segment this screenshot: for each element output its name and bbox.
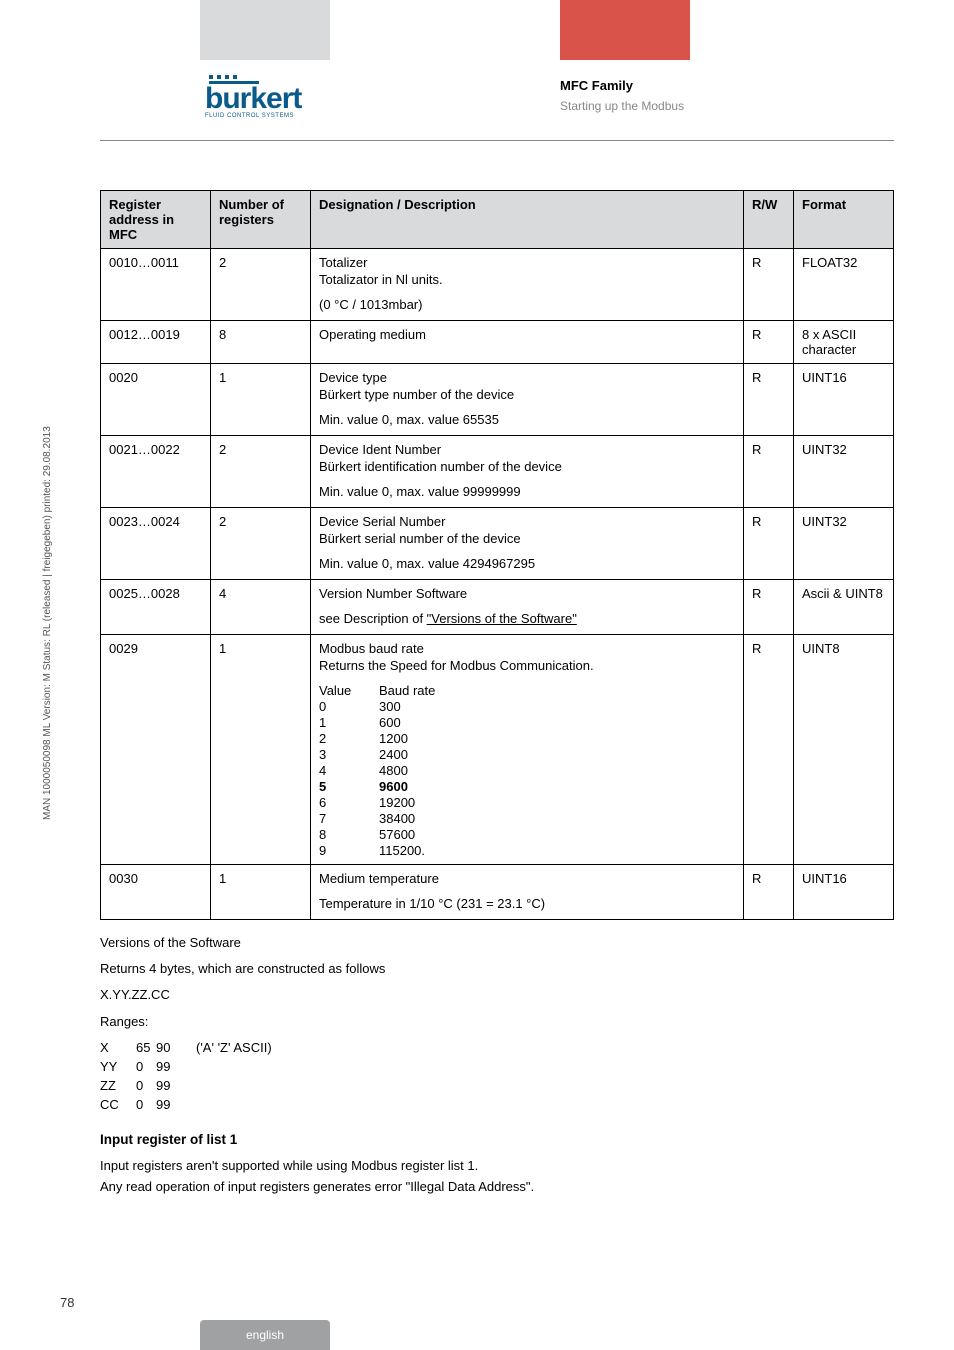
cell-numreg: 4 (211, 580, 311, 635)
cell-description: Medium temperatureTemperature in 1/10 °C… (311, 865, 744, 920)
cell-address: 0023…0024 (101, 508, 211, 580)
cell-rw: R (744, 436, 794, 508)
cell-address: 0012…0019 (101, 321, 211, 364)
cell-description: Version Number Softwaresee Description o… (311, 580, 744, 635)
ranges-cell: 0 (136, 1058, 156, 1076)
cell-format: UINT32 (794, 436, 894, 508)
cell-rw: R (744, 364, 794, 436)
cell-address: 0010…0011 (101, 249, 211, 321)
cell-format: 8 x ASCII character (794, 321, 894, 364)
col-header-numreg: Number of registers (211, 191, 311, 249)
table-row: 00291Modbus baud rateReturns the Speed f… (101, 635, 894, 865)
cell-description: Device Ident NumberBürkert identificatio… (311, 436, 744, 508)
page-title: MFC Family (560, 78, 684, 93)
cell-numreg: 2 (211, 508, 311, 580)
cell-rw: R (744, 508, 794, 580)
cell-rw: R (744, 321, 794, 364)
cell-address: 0020 (101, 364, 211, 436)
ranges-cell (196, 1058, 894, 1076)
cell-numreg: 1 (211, 635, 311, 865)
cell-format: UINT8 (794, 635, 894, 865)
horizontal-rule (100, 140, 894, 141)
col-header-rw: R/W (744, 191, 794, 249)
versions-title: Versions of the Software (100, 934, 894, 952)
ranges-cell: 65 (136, 1039, 156, 1057)
ranges-cell (196, 1077, 894, 1095)
register-table: Register address in MFC Number of regist… (100, 190, 894, 920)
page-subtitle: Starting up the Modbus (560, 99, 684, 113)
ranges-cell: YY (100, 1058, 136, 1076)
col-header-address: Register address in MFC (101, 191, 211, 249)
cell-rw: R (744, 249, 794, 321)
col-header-desc: Designation / Description (311, 191, 744, 249)
cell-description: Modbus baud rateReturns the Speed for Mo… (311, 635, 744, 865)
logo: burkert FLUID CONTROL SYSTEMS (205, 75, 325, 119)
cell-description: TotalizerTotalizator in Nl units.(0 °C /… (311, 249, 744, 321)
table-row: 0012…00198Operating mediumR8 x ASCII cha… (101, 321, 894, 364)
cell-format: UINT16 (794, 865, 894, 920)
cell-format: FLOAT32 (794, 249, 894, 321)
top-bars (0, 0, 954, 60)
ranges-cell: 99 (156, 1077, 196, 1095)
cell-address: 0021…0022 (101, 436, 211, 508)
cell-rw: R (744, 635, 794, 865)
logo-text: burkert (205, 85, 325, 112)
page-number: 78 (60, 1295, 74, 1310)
ranges-cell: X (100, 1039, 136, 1057)
footer-language-tab: english (200, 1320, 330, 1350)
ranges-cell: 90 (156, 1039, 196, 1057)
col-header-format: Format (794, 191, 894, 249)
after-table-text: Versions of the Software Returns 4 bytes… (100, 934, 894, 1196)
input-register-heading: Input register of list 1 (100, 1131, 894, 1150)
cell-rw: R (744, 865, 794, 920)
cell-format: Ascii & UINT8 (794, 580, 894, 635)
cell-address: 0025…0028 (101, 580, 211, 635)
ranges-cell: 99 (156, 1096, 196, 1114)
ranges-cell: 0 (136, 1096, 156, 1114)
cell-numreg: 1 (211, 364, 311, 436)
bar-gray (200, 0, 330, 60)
cell-numreg: 1 (211, 865, 311, 920)
side-rotated-text: MAN 1000050098 ML Version: M Status: RL … (42, 426, 53, 820)
versions-line: Returns 4 bytes, which are constructed a… (100, 960, 894, 978)
cell-description: Device Serial NumberBürkert serial numbe… (311, 508, 744, 580)
cell-address: 0030 (101, 865, 211, 920)
table-header-row: Register address in MFC Number of regist… (101, 191, 894, 249)
cell-format: UINT32 (794, 508, 894, 580)
ranges-cell: ZZ (100, 1077, 136, 1095)
logo-subtext: FLUID CONTROL SYSTEMS (205, 113, 325, 119)
table-row: 0021…00222Device Ident NumberBürkert ide… (101, 436, 894, 508)
table-row: 0025…00284Version Number Softwaresee Des… (101, 580, 894, 635)
table-row: 00301Medium temperatureTemperature in 1/… (101, 865, 894, 920)
ranges-label: Ranges: (100, 1013, 894, 1031)
bar-red (560, 0, 690, 60)
breadcrumb: MFC Family Starting up the Modbus (560, 78, 684, 113)
cell-format: UINT16 (794, 364, 894, 436)
ranges-cell: ('A' 'Z' ASCII) (196, 1039, 894, 1057)
ranges-cell: 0 (136, 1077, 156, 1095)
ranges-cell: 99 (156, 1058, 196, 1076)
cell-numreg: 2 (211, 249, 311, 321)
cell-rw: R (744, 580, 794, 635)
cell-numreg: 2 (211, 436, 311, 508)
table-row: 0010…00112TotalizerTotalizator in Nl uni… (101, 249, 894, 321)
ranges-cell (196, 1096, 894, 1114)
table-row: 00201Device typeBürkert type number of t… (101, 364, 894, 436)
ranges-grid: X6590('A' 'Z' ASCII)YY099ZZ099CC099 (100, 1039, 894, 1115)
cell-description: Operating medium (311, 321, 744, 364)
cell-address: 0029 (101, 635, 211, 865)
cell-numreg: 8 (211, 321, 311, 364)
input-line-2: Any read operation of input registers ge… (100, 1178, 894, 1196)
cell-description: Device typeBürkert type number of the de… (311, 364, 744, 436)
table-row: 0023…00242Device Serial NumberBürkert se… (101, 508, 894, 580)
ranges-cell: CC (100, 1096, 136, 1114)
versions-pattern: X.YY.ZZ.CC (100, 986, 894, 1004)
input-line-1: Input registers aren't supported while u… (100, 1157, 894, 1175)
main-content: Register address in MFC Number of regist… (100, 190, 894, 1204)
